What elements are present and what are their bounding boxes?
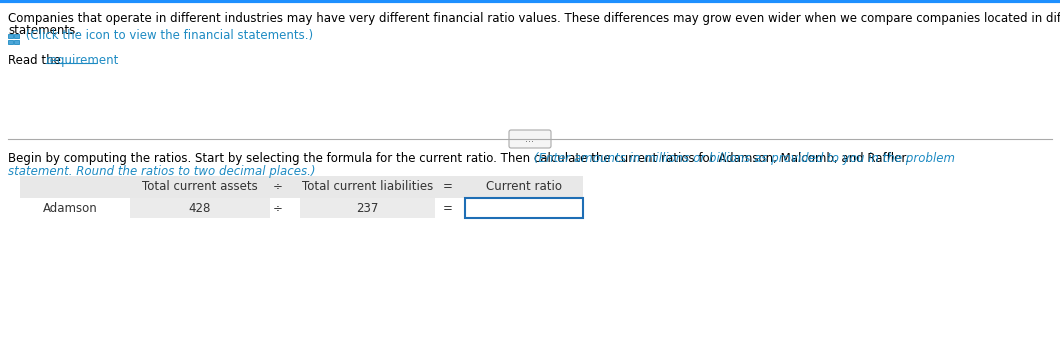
- Text: 237: 237: [356, 202, 378, 216]
- FancyBboxPatch shape: [8, 34, 13, 38]
- Text: ÷: ÷: [273, 202, 283, 216]
- FancyBboxPatch shape: [509, 130, 551, 148]
- FancyBboxPatch shape: [130, 198, 270, 218]
- Text: (Enter amounts in millions or billions as provided to you in the problem: (Enter amounts in millions or billions a…: [534, 152, 955, 165]
- FancyBboxPatch shape: [465, 198, 583, 218]
- Text: Companies that operate in different industries may have very different financial: Companies that operate in different indu…: [8, 12, 1060, 25]
- Text: ÷: ÷: [273, 181, 283, 194]
- FancyBboxPatch shape: [8, 40, 13, 44]
- Text: statement. Round the ratios to two decimal places.): statement. Round the ratios to two decim…: [8, 165, 316, 178]
- Text: requirement: requirement: [46, 54, 120, 67]
- Text: 428: 428: [189, 202, 211, 216]
- Text: (Click the icon to view the financial statements.): (Click the icon to view the financial st…: [22, 29, 313, 42]
- Text: Total current liabilities: Total current liabilities: [302, 181, 434, 194]
- FancyBboxPatch shape: [300, 198, 435, 218]
- FancyBboxPatch shape: [20, 176, 583, 198]
- Text: Current ratio: Current ratio: [485, 181, 562, 194]
- Text: ...: ...: [526, 134, 534, 144]
- Text: Read the: Read the: [8, 54, 65, 67]
- FancyBboxPatch shape: [14, 40, 18, 44]
- Text: =: =: [443, 202, 453, 216]
- Text: statements.: statements.: [8, 24, 80, 37]
- Text: Total current assets: Total current assets: [142, 181, 258, 194]
- Text: Adamson: Adamson: [42, 202, 98, 216]
- Text: =: =: [443, 181, 453, 194]
- Text: Begin by computing the ratios. Start by selecting the formula for the current ra: Begin by computing the ratios. Start by …: [8, 152, 913, 165]
- FancyBboxPatch shape: [14, 34, 18, 38]
